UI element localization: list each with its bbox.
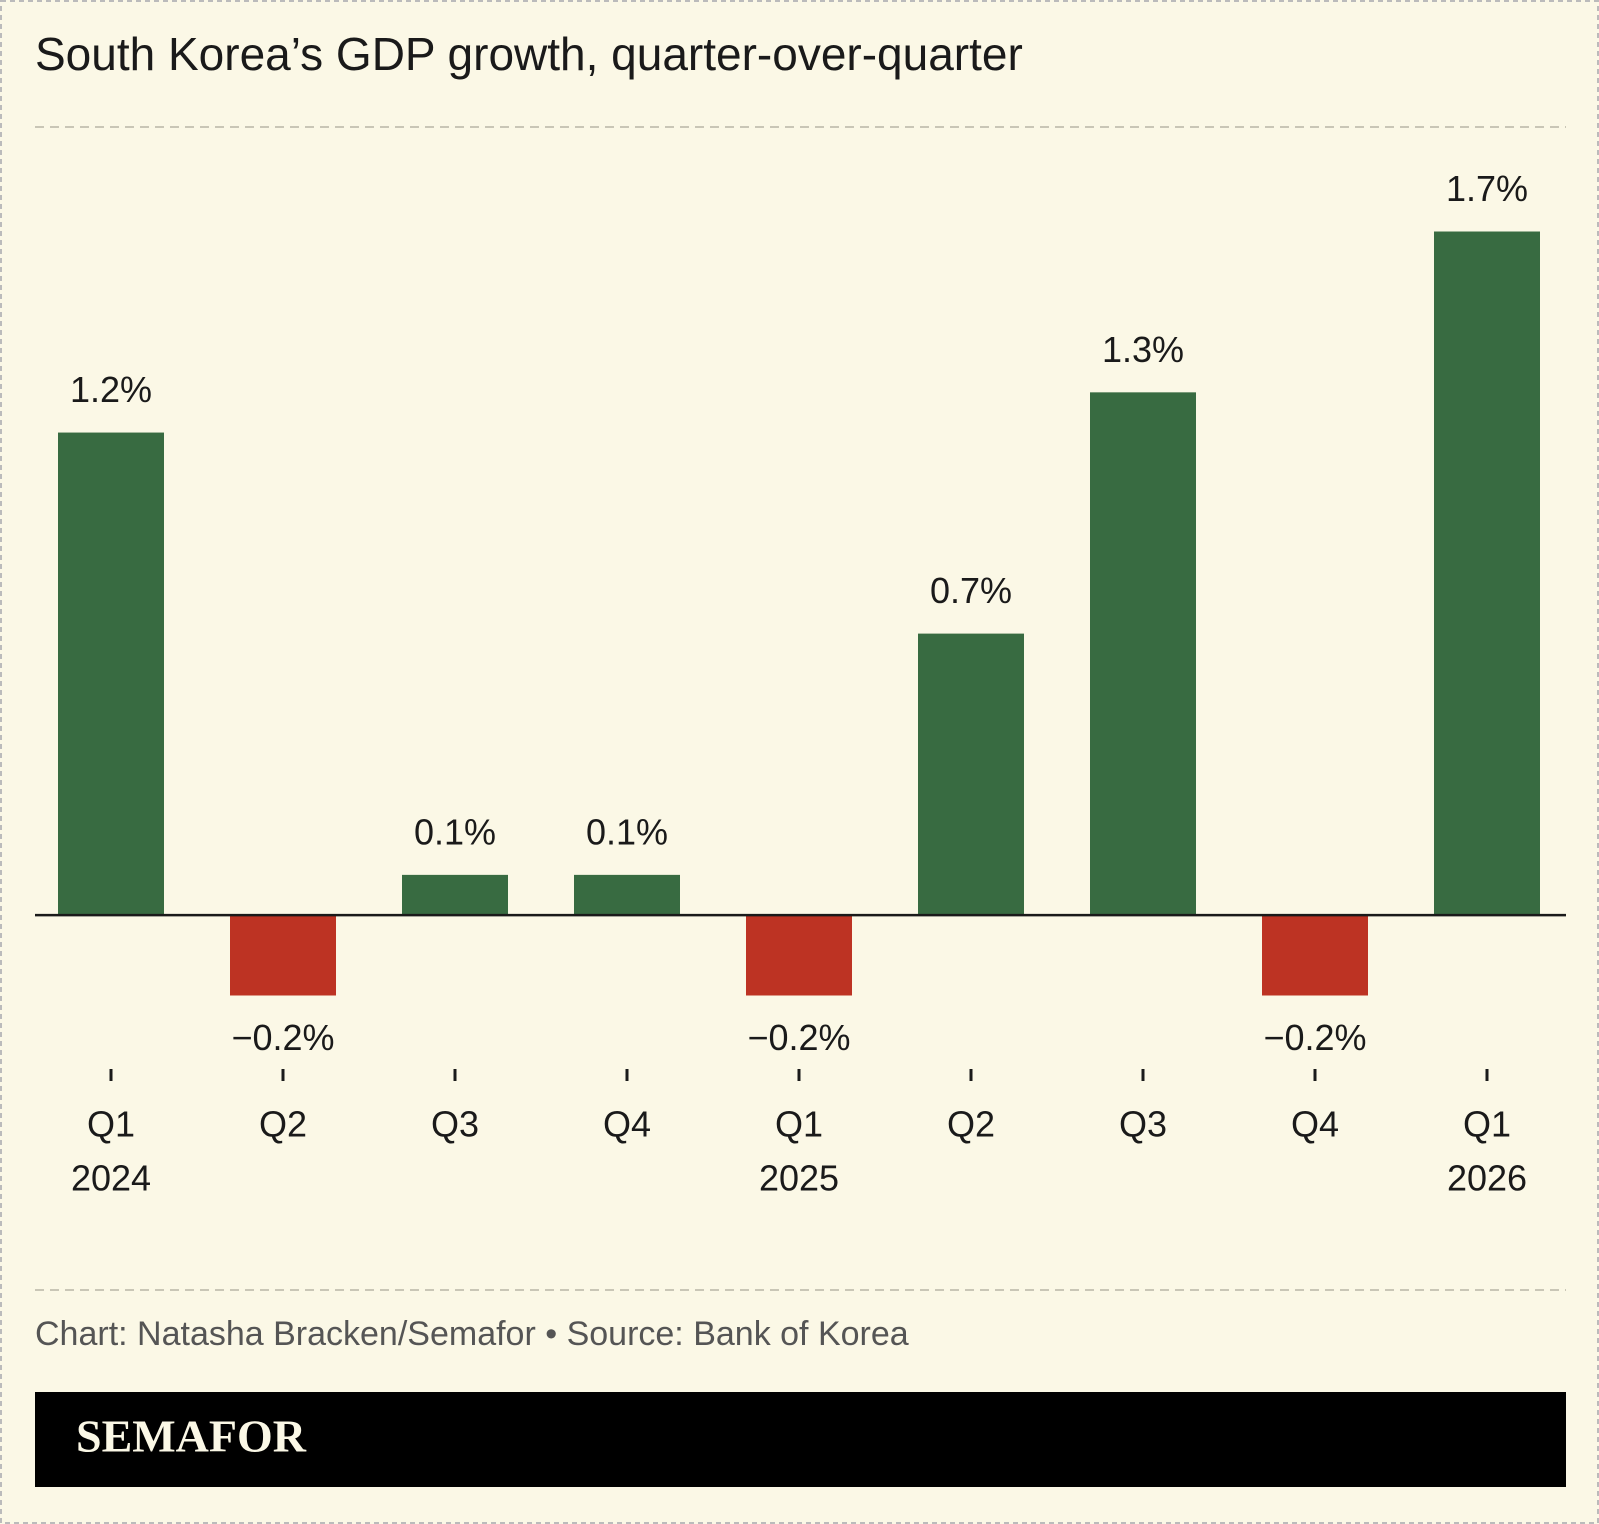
value-label: 1.3% bbox=[1102, 329, 1184, 370]
value-label: 1.7% bbox=[1446, 168, 1528, 209]
value-label: 0.7% bbox=[930, 570, 1012, 611]
value-label: 0.1% bbox=[414, 811, 496, 852]
bar bbox=[918, 633, 1024, 916]
x-tick-label: Q4 bbox=[1291, 1104, 1339, 1145]
bar bbox=[1090, 392, 1196, 916]
x-tick-label: Q4 bbox=[603, 1104, 651, 1145]
x-tick-label: Q3 bbox=[431, 1104, 479, 1145]
value-label: 0.1% bbox=[586, 811, 668, 852]
value-label: −0.2% bbox=[231, 1017, 334, 1058]
x-tick-year: 2024 bbox=[71, 1158, 151, 1199]
bar bbox=[58, 432, 164, 916]
x-tick-label: Q2 bbox=[259, 1104, 307, 1145]
bar bbox=[402, 874, 508, 916]
value-label: −0.2% bbox=[747, 1017, 850, 1058]
source: Chart: Natasha Bracken/Semafor • Source:… bbox=[35, 1315, 909, 1353]
bar bbox=[574, 874, 680, 916]
bar bbox=[230, 915, 336, 996]
x-tick-label: Q3 bbox=[1119, 1104, 1167, 1145]
x-tick-year: 2026 bbox=[1447, 1158, 1527, 1199]
value-label: −0.2% bbox=[1263, 1017, 1366, 1058]
x-tick-label: Q2 bbox=[947, 1104, 995, 1145]
value-label: 1.2% bbox=[70, 369, 152, 410]
bar bbox=[1434, 231, 1540, 916]
x-tick-label: Q1 bbox=[775, 1104, 823, 1145]
bar bbox=[1262, 915, 1368, 996]
chart-title: South Korea’s GDP growth, quarter-over-q… bbox=[35, 28, 1023, 80]
plot: 1.2% Q1 2024 −0.2% Q2 0.1% Q3 0.1% Q4 −0.2% Q1 2025… bbox=[35, 168, 1566, 1199]
x-tick-label: Q1 bbox=[87, 1104, 135, 1145]
bar bbox=[746, 915, 852, 996]
footer-bar bbox=[35, 1392, 1566, 1487]
logo: SEMAFOR bbox=[76, 1411, 307, 1462]
x-tick-year: 2025 bbox=[759, 1158, 839, 1199]
x-tick-label: Q1 bbox=[1463, 1104, 1511, 1145]
